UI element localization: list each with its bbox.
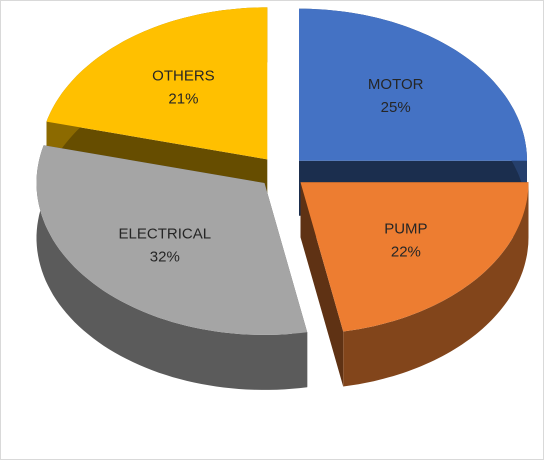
slice-top: [36, 145, 308, 335]
slice-top: [300, 182, 529, 332]
slice-value-label: 22%: [391, 243, 421, 260]
slice: [300, 182, 529, 387]
slice-category-label: MOTOR: [368, 76, 424, 93]
slice: [36, 145, 308, 390]
slice-top: [46, 7, 268, 160]
slice-category-label: PUMP: [384, 220, 427, 237]
slice-value-label: 25%: [381, 99, 411, 116]
slice-top: [299, 8, 527, 161]
slice-category-label: ELECTRICAL: [119, 225, 212, 242]
slice-value-label: 32%: [150, 248, 180, 265]
slice-radial-wall: [300, 182, 344, 387]
slice-side: [36, 145, 308, 390]
slice-category-label: OTHERS: [152, 67, 215, 84]
slice-side: [343, 182, 529, 387]
slice-value-label: 21%: [168, 90, 198, 107]
